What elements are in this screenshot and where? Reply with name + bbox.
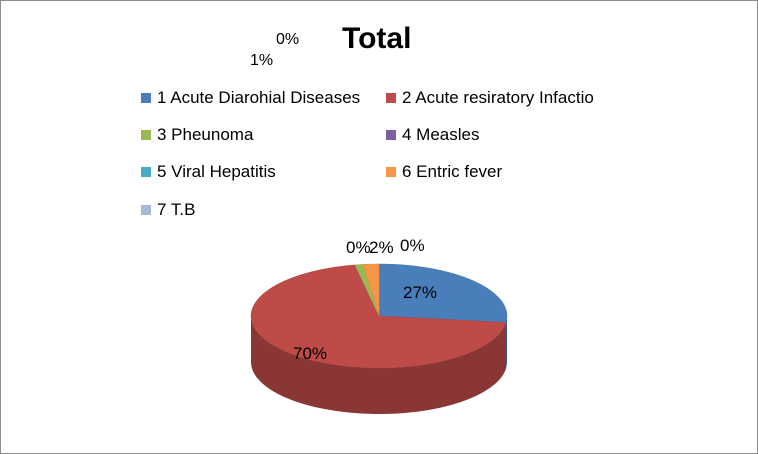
- legend-item-2: 2 Acute resiratory Infactio: [386, 88, 594, 108]
- pie-side-2: [251, 316, 506, 415]
- data-label-2: 70%: [293, 344, 327, 363]
- data-label-5: 0%: [346, 238, 371, 257]
- pie-slice-6: [362, 263, 380, 317]
- legend-label-3: 3 Pheunoma: [157, 125, 254, 144]
- legend-label-1: 1 Acute Diarohial Diseases: [157, 88, 361, 107]
- pie-side-1: [505, 316, 507, 369]
- legend-swatch-3: [141, 130, 151, 140]
- pie-slice-1: [378, 263, 508, 323]
- legend-item-3: 3 Pheunoma: [141, 125, 253, 145]
- legend-label-7: 7 T.B: [157, 200, 196, 219]
- legend-item-6: 6 Entric fever: [386, 162, 502, 182]
- data-label-1: 27%: [403, 283, 437, 302]
- legend-swatch-5: [141, 167, 151, 177]
- legend-item-5: 5 Viral Hepatitis: [141, 162, 276, 182]
- data-label-6: 2%: [369, 238, 394, 257]
- data-label-pheunoma: 1%: [250, 52, 274, 69]
- legend-swatch-2: [386, 93, 396, 103]
- legend-swatch-1: [141, 93, 151, 103]
- legend-label-5: 5 Viral Hepatitis: [157, 162, 276, 181]
- chart-title: Total: [342, 22, 412, 55]
- pie-side-walls: [251, 316, 507, 415]
- data-label-measles: 0%: [276, 31, 300, 48]
- legend-item-1: 1 Acute Diarohial Diseases: [141, 88, 360, 108]
- legend-label-6: 6 Entric fever: [402, 162, 503, 181]
- legend-swatch-6: [386, 167, 396, 177]
- data-label-7: 0%: [400, 236, 425, 255]
- pie-slice-2: [250, 264, 507, 369]
- legend-swatch-4: [386, 130, 396, 140]
- legend-swatch-7: [141, 205, 151, 215]
- pie-slices: [250, 263, 508, 369]
- legend-label-2: 2 Acute resiratory Infactio: [402, 88, 594, 107]
- legend-label-4: 4 Measles: [402, 125, 480, 144]
- legend-item-4: 4 Measles: [386, 125, 479, 145]
- legend-item-7: 7 T.B: [141, 200, 195, 220]
